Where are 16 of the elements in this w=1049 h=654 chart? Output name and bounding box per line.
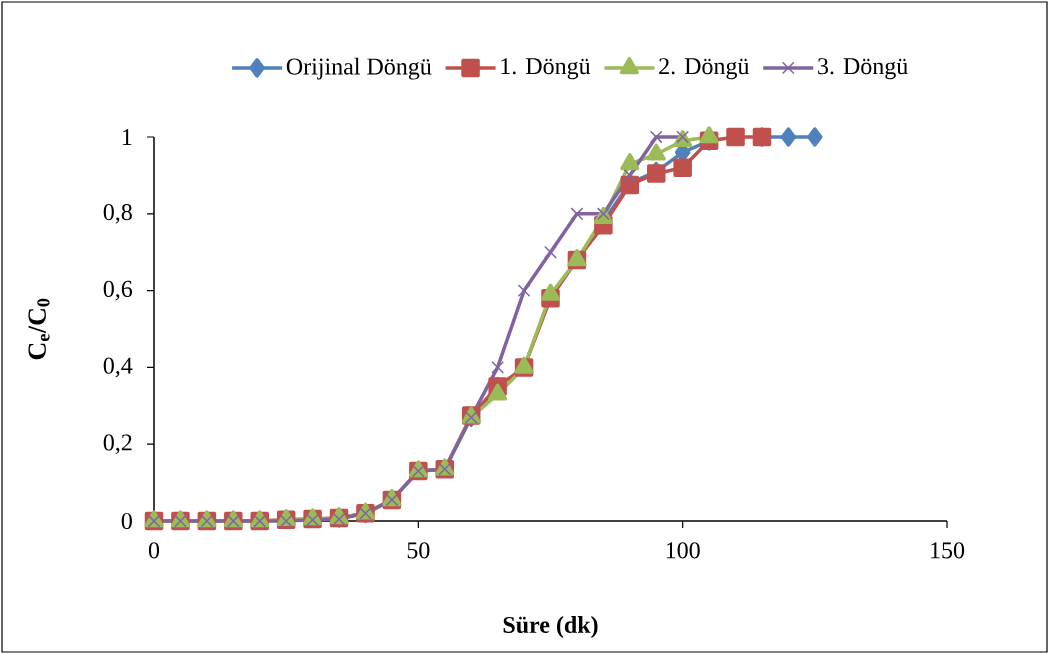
text: C$_{e}$/C$_{0}$ [28,298,50,360]
y-tick-label: 0,8 [103,203,132,224]
y-tick-label: 0,2 [103,434,132,455]
y-tick-label: 0 [121,512,132,530]
x-tick-label: 0 [148,542,160,559]
x-tick-label: 100 [666,542,700,559]
y-tick-label: 0,6 [103,280,133,301]
legend-label: 3. Döngü [818,58,908,80]
y-tick-label: 0,4 [103,357,133,378]
x-tick-label: 50 [407,542,430,559]
x-tick-label: 150 [931,542,965,559]
legend-label: 2. Döngü [659,58,750,80]
legend-label: Orijinal Döngü [286,57,432,80]
y-tick-label: 1 [122,129,132,145]
legend-label: 1. Döngü [501,58,591,80]
x-axis-title: Süre (dk) [503,616,598,638]
